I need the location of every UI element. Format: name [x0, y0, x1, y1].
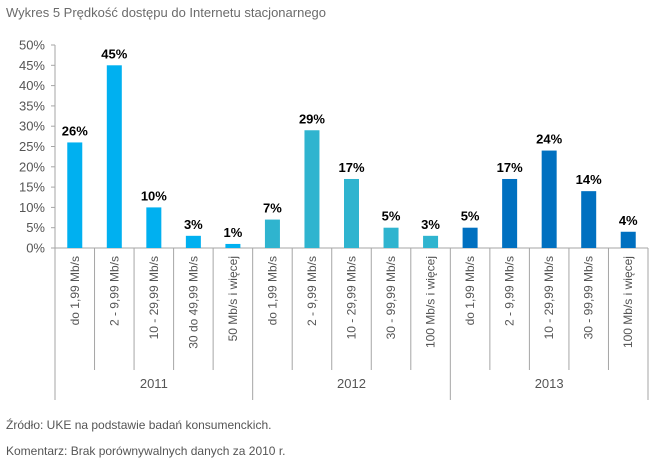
- bar: [541, 150, 557, 248]
- category-label: 2 - 9,99 Mb/s: [305, 256, 319, 326]
- category-label: 10 - 29,99 Mb/s: [542, 256, 556, 339]
- y-tick-label: 0%: [26, 241, 45, 256]
- category-label: do 1,99 Mb/s: [265, 256, 279, 325]
- category-label: 10 - 29,99 Mb/s: [345, 256, 359, 339]
- data-label: 17%: [338, 160, 364, 175]
- bar: [225, 243, 241, 248]
- data-label: 3%: [184, 217, 203, 232]
- category-label: 50 Mb/s i więcej: [226, 256, 240, 341]
- group-label: 2012: [337, 376, 366, 391]
- y-tick-label: 10%: [19, 200, 45, 215]
- y-tick-label: 45%: [19, 58, 45, 73]
- category-label: 2 - 9,99 Mb/s: [503, 256, 517, 326]
- data-label: 5%: [382, 209, 401, 224]
- y-tick-label: 20%: [19, 159, 45, 174]
- data-label: 7%: [263, 201, 282, 216]
- data-label: 5%: [461, 209, 480, 224]
- data-label: 29%: [299, 111, 325, 126]
- bar: [264, 219, 280, 248]
- category-label: 2 - 9,99 Mb/s: [107, 256, 121, 326]
- y-tick-label: 25%: [19, 139, 45, 154]
- bar: [106, 65, 122, 248]
- y-tick-label: 35%: [19, 98, 45, 113]
- category-label: 30 do 49,99 Mb/s: [186, 256, 200, 349]
- chart-title: Wykres 5 Prędkość dostępu do Internetu s…: [6, 5, 327, 20]
- data-label: 14%: [576, 172, 602, 187]
- data-label: 45%: [101, 46, 127, 61]
- category-label: 30 - 99,99 Mb/s: [582, 256, 596, 339]
- bar: [146, 207, 162, 248]
- data-label: 3%: [421, 217, 440, 232]
- category-label: 10 - 29,99 Mb/s: [147, 256, 161, 339]
- bar: [344, 178, 359, 248]
- y-tick-label: 5%: [26, 220, 45, 235]
- bar: [304, 130, 320, 248]
- bar: [383, 227, 399, 248]
- bar: [67, 142, 83, 248]
- y-tick-label: 50%: [19, 38, 45, 53]
- data-label: 26%: [62, 123, 88, 138]
- y-tick-label: 15%: [19, 180, 45, 195]
- bar: [185, 235, 201, 248]
- category-label: 30 - 99,99 Mb/s: [384, 256, 398, 339]
- group-label: 2013: [535, 376, 564, 391]
- group-label: 2011: [140, 376, 168, 391]
- bar: [502, 178, 518, 248]
- data-label: 4%: [619, 213, 638, 228]
- bar: [581, 191, 597, 248]
- bar: [462, 227, 478, 248]
- data-label: 1%: [224, 225, 243, 240]
- y-tick-label: 30%: [19, 119, 45, 134]
- bar: [423, 235, 439, 248]
- category-label: 100 Mb/s i więcej: [621, 256, 635, 348]
- bar: [620, 231, 636, 248]
- source-note: Źródło: UKE na podstawie badań konsumenc…: [6, 418, 272, 432]
- data-label: 17%: [497, 160, 523, 175]
- y-tick-label: 40%: [19, 78, 45, 93]
- category-label: 100 Mb/s i więcej: [424, 256, 438, 348]
- data-label: 10%: [141, 188, 167, 203]
- comment-note: Komentarz: Brak porównywalnych danych za…: [6, 444, 286, 458]
- category-label: do 1,99 Mb/s: [68, 256, 82, 325]
- data-label: 24%: [536, 132, 562, 147]
- category-label: do 1,99 Mb/s: [463, 256, 477, 325]
